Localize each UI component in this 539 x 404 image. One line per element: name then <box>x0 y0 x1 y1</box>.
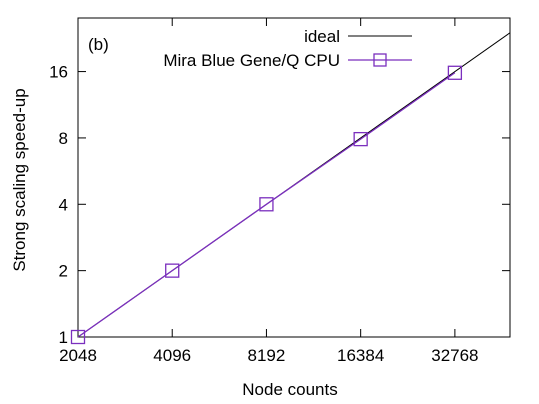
axis-labels: (b) Node counts Strong scaling speed-up <box>10 35 338 399</box>
axis-ticks: 2048 4096 8192 16384 32768 1 2 4 8 16 <box>49 18 510 365</box>
x-tick-label: 32768 <box>431 346 478 365</box>
y-tick-label: 16 <box>49 63 68 82</box>
x-tick-label: 2048 <box>59 346 97 365</box>
data-point-mira <box>70 329 86 345</box>
panel-label: (b) <box>88 35 109 54</box>
series-layer <box>70 32 511 345</box>
x-tick-label: 16384 <box>337 346 384 365</box>
data-point-mira <box>165 263 180 278</box>
plot-border <box>77 17 511 338</box>
series-line-mira <box>77 72 456 338</box>
legend-label-mira: Mira Blue Gene/Q CPU <box>163 51 340 70</box>
x-axis-label: Node counts <box>242 380 337 399</box>
data-point-mira <box>259 197 274 212</box>
legend-label-ideal: ideal <box>304 27 340 46</box>
y-tick-label: 8 <box>59 129 68 148</box>
x-tick-label: 4096 <box>153 346 191 365</box>
legend: ideal Mira Blue Gene/Q CPU <box>163 27 412 70</box>
x-tick-label: 8192 <box>248 346 286 365</box>
data-point-mira <box>447 65 463 80</box>
y-tick-label: 4 <box>59 195 68 214</box>
legend-marker-mira <box>373 53 387 67</box>
data-point-mira <box>353 131 368 147</box>
plot-frame <box>77 17 511 338</box>
y-axis-label: Strong scaling speed-up <box>10 88 29 271</box>
y-tick-label: 1 <box>59 328 68 347</box>
y-tick-label: 2 <box>59 262 68 281</box>
